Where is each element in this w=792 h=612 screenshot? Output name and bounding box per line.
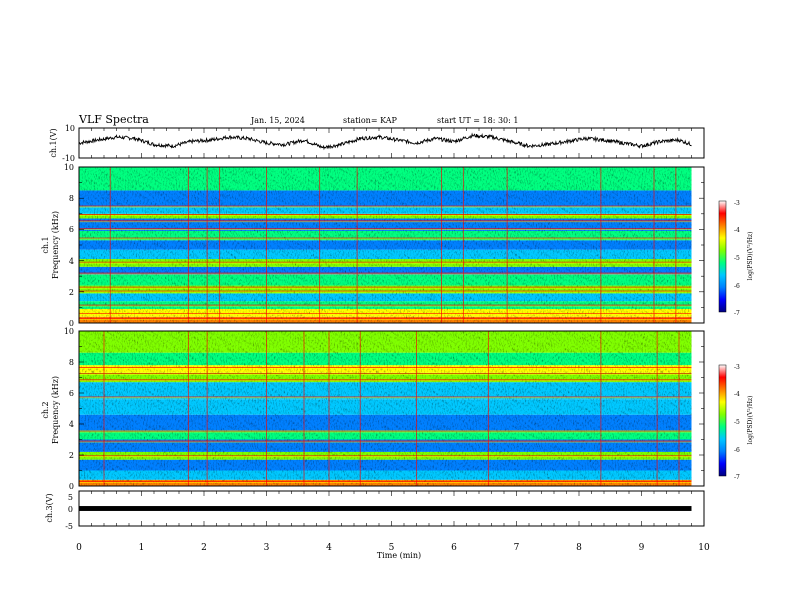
ch3-y-label: ch.3(V): [45, 493, 54, 522]
ch1-y-label: ch.1(V): [49, 128, 58, 157]
ch3-ytick-0: 0: [68, 505, 73, 514]
colorbar-ch2-tick-m4: -4: [734, 391, 740, 398]
ch2-frequency-label: Frequency (kHz): [51, 376, 60, 444]
date-label: Jan. 15, 2024: [250, 116, 305, 125]
ch2-channel-label: ch.2: [41, 401, 50, 418]
x-axis: 0 1 2 3 4 5 6 7 8 9 10 Time (min): [76, 543, 710, 560]
ch3-ytick-m5: -5: [65, 522, 73, 531]
colorbar-ch2-label: log(PSD)(V²/Hz): [747, 396, 754, 445]
x-tick-8: 8: [576, 543, 582, 553]
x-tick-2: 2: [201, 543, 207, 553]
ch2-spectrogram-image: [79, 331, 704, 486]
ch2-spectrogram-ytick-6: 6: [69, 389, 74, 398]
panel-ch1-spectrogram: 0 2 4 6 8 10 ch.1 Frequency (kHz): [41, 163, 705, 328]
x-tick-7: 7: [514, 543, 520, 553]
spectrogram-blank: [691, 167, 704, 323]
colorbar-ch2: -3 -4 -5 -6 -7 log(PSD)(V²/Hz): [718, 364, 754, 481]
figure-title: VLF Spectra: [78, 113, 149, 126]
station-label: station= KAP: [343, 116, 398, 125]
ch1-x-ticks: [78, 128, 705, 158]
ch1-ytick-bottom: -10: [62, 154, 75, 163]
colorbar-ch1-tick-m5: -5: [734, 255, 740, 262]
ch1-spectrogram-ytick-4: 4: [69, 257, 74, 266]
ch1-spectrogram-ticks: [79, 166, 704, 324]
colorbar-ch2-tick-m6: -6: [734, 447, 740, 454]
ch2-spectrogram-ticks: [79, 330, 704, 487]
x-tick-5: 5: [389, 543, 395, 553]
colorbar-ch1-tick-m4: -4: [734, 227, 740, 234]
colorbar-ch1: -3 -4 -5 -6 -7 log(PSD)(V²/Hz): [718, 200, 754, 317]
colorbar-ch2-tick-m3: -3: [734, 364, 740, 371]
ch3-ytick-5: 5: [68, 493, 73, 502]
colorbar-ch2-scale: [718, 364, 727, 477]
ch2-spectrogram-ytick-2: 2: [69, 451, 74, 460]
spectrogram-noise: [82, 333, 695, 486]
ch1-spectrogram-ytick-2: 2: [69, 288, 74, 297]
x-tick-9: 9: [639, 543, 645, 553]
ch1-spectrogram-ytick-0: 0: [69, 319, 74, 328]
colorbar-ch2-tick-m7: -7: [734, 474, 740, 481]
start-time-label: start UT = 18: 30: 1: [437, 116, 518, 125]
ch1-ytick-top: 10: [65, 124, 75, 133]
ch1-channel-label: ch.1: [41, 236, 50, 253]
ch2-spectrogram-ytick-8: 8: [69, 358, 74, 367]
panel-ch2-spectrogram: 0 2 4 6 8 10 ch.2 Frequency (kHz): [41, 327, 705, 491]
x-tick-0: 0: [76, 543, 82, 553]
ch3-x-ticks: [78, 491, 705, 526]
ch1-spectrogram-image: [79, 167, 704, 323]
x-tick-3: 3: [264, 543, 270, 553]
spectrogram-blank: [691, 331, 704, 486]
panel-ch3-waveform: 5 0 -5 ch.3(V): [45, 490, 705, 531]
colorbar-ch1-label: log(PSD)(V²/Hz): [747, 232, 754, 281]
colorbar-ch2-tick-m5: -5: [734, 419, 740, 426]
ch2-spectrogram-ytick-4: 4: [69, 420, 74, 429]
colorbar-ch1-tick-m6: -6: [734, 283, 740, 290]
ch1-spectrogram-ytick-6: 6: [69, 225, 74, 234]
ch2-spectrogram-ytick-0: 0: [69, 482, 74, 491]
ch3-trace: [79, 506, 692, 511]
spectrogram-noise: [82, 169, 695, 323]
x-axis-label: Time (min): [377, 551, 421, 560]
x-tick-10: 10: [698, 543, 710, 553]
ch1-spectrogram-ytick-10: 10: [64, 163, 74, 172]
ch1-trace: [79, 132, 692, 151]
x-tick-6: 6: [451, 543, 457, 553]
x-tick-1: 1: [139, 543, 145, 553]
colorbar-ch1-tick-m7: -7: [734, 310, 740, 317]
colorbar-ch1-tick-m3: -3: [734, 200, 740, 207]
panel-ch1-waveform: 10 -10 ch.1(V): [49, 124, 705, 163]
x-tick-4: 4: [326, 543, 332, 553]
ch1-frequency-label: Frequency (kHz): [51, 211, 60, 279]
ch1-spectrogram-ytick-8: 8: [69, 194, 74, 203]
colorbar-ch1-scale: [718, 200, 727, 313]
ch2-spectrogram-ytick-10: 10: [64, 327, 74, 336]
